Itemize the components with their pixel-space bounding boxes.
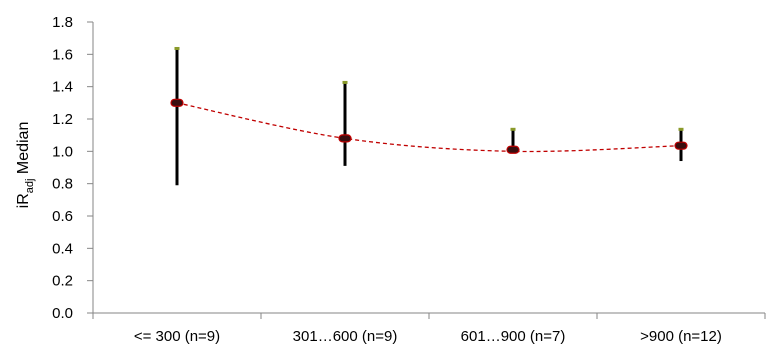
- y-tick-label: 1.0: [52, 143, 73, 160]
- max-cap-marker: [174, 46, 180, 50]
- x-tick-label: 601…900 (n=7): [461, 328, 566, 345]
- labels-group: 0.0 0.2 0.4 0.6 0.8 1.0 1.2 1.4 1.6 1.8 <= 300 (n=…: [52, 14, 722, 345]
- median-marker: [674, 141, 688, 150]
- x-tick-label: <= 300 (n=9): [134, 328, 220, 345]
- y-tick-label: 1.2: [52, 111, 73, 128]
- y-tick-label: 0.0: [52, 305, 73, 322]
- y-tick-label: 0.2: [52, 273, 73, 290]
- y-axis-title-sub: adj: [24, 179, 36, 194]
- y-axis-title-suffix: Median: [15, 122, 32, 179]
- trendline-group: [176, 102, 682, 153]
- median-marker: [338, 134, 352, 143]
- median-marker: [506, 145, 520, 154]
- y-tick-label: 1.4: [52, 79, 73, 96]
- trendline: [176, 102, 682, 153]
- median-marker: [170, 98, 184, 107]
- y-tick-label: 1.6: [52, 46, 73, 63]
- max-cap-marker: [678, 127, 684, 131]
- y-tick-label: 0.4: [52, 240, 73, 257]
- y-axis-title: iRadj Median: [15, 122, 36, 209]
- axes-group: [87, 21, 766, 319]
- max-cap-marker: [342, 80, 348, 84]
- y-tick-label: 1.8: [52, 14, 73, 31]
- y-axis-title-main: iR: [15, 193, 32, 208]
- max-cap-marker: [510, 127, 516, 131]
- x-tick-label: >900 (n=12): [640, 328, 722, 345]
- marks-group: [170, 46, 688, 186]
- x-tick-label: 301…600 (n=9): [293, 328, 398, 345]
- y-tick-label: 0.8: [52, 176, 73, 193]
- y-tick-label: 0.6: [52, 208, 73, 225]
